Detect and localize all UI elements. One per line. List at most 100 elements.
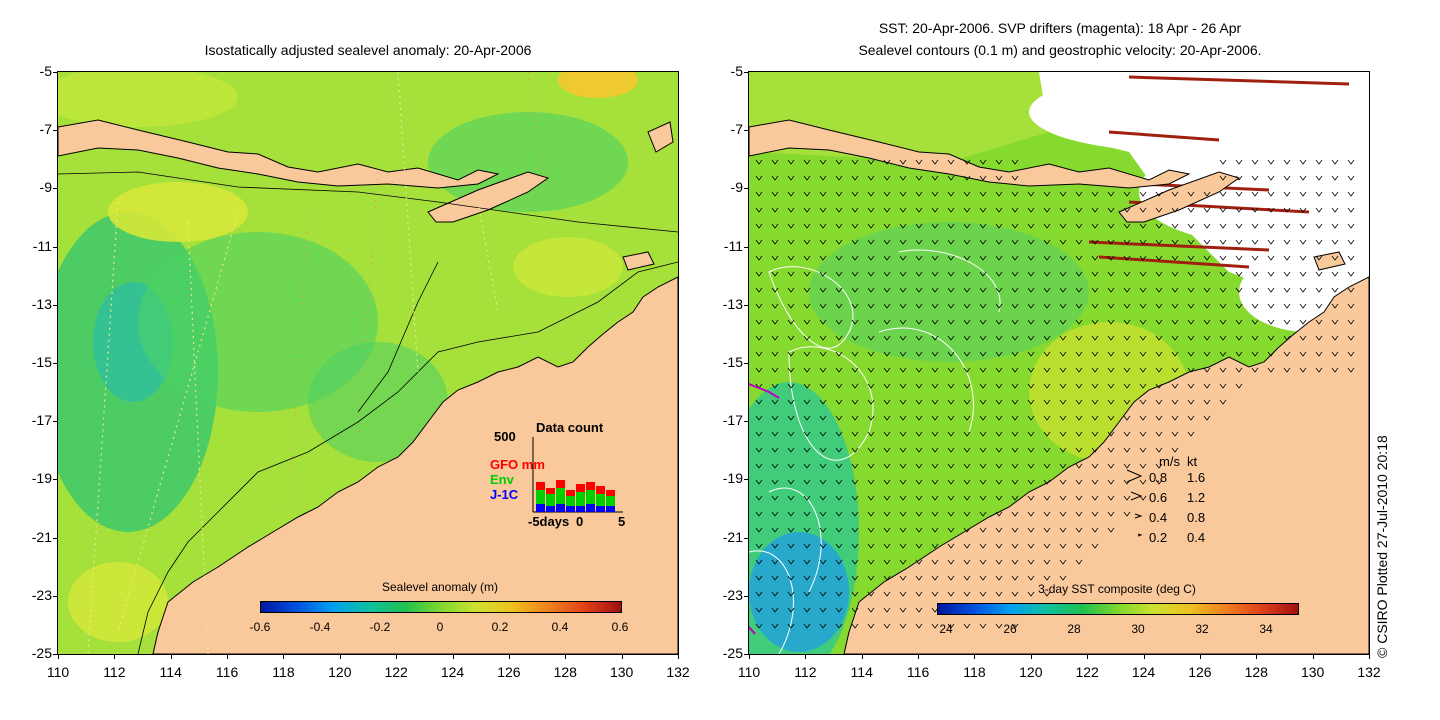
velocity-arrow [1059, 559, 1067, 565]
velocity-arrow [819, 367, 827, 373]
velocity-arrow [1219, 239, 1227, 245]
velocity-arrow [1331, 367, 1339, 373]
velocity-arrow [1059, 239, 1067, 245]
velocity-arrow [867, 527, 875, 533]
velocity-arrow [899, 415, 907, 421]
velocity-arrow [835, 303, 843, 309]
velocity-arrow [1107, 415, 1115, 421]
longitude-tick-mark [1030, 654, 1032, 659]
velocity-arrow [995, 591, 1003, 597]
velocity-arrow [1091, 207, 1099, 213]
longitude-tick-mark [227, 654, 229, 659]
ssh-colorbar [260, 601, 622, 613]
velocity-arrow [1011, 511, 1019, 517]
velocity-arrow [835, 527, 843, 533]
velocity-arrow [787, 607, 795, 613]
velocity-arrow [755, 399, 763, 405]
velocity-arrow [963, 159, 971, 165]
velocity-arrow [835, 463, 843, 469]
velocity-arrow [787, 303, 795, 309]
velocity-arrow [1091, 319, 1099, 325]
velocity-arrow [835, 607, 843, 613]
velocity-arrow [819, 463, 827, 469]
velocity-arrow [915, 271, 923, 277]
velocity-arrow [1251, 207, 1259, 213]
data-count-bar [536, 482, 545, 490]
velocity-arrow [947, 479, 955, 485]
velocity-arrow [979, 447, 987, 453]
data-count-bar [546, 488, 555, 494]
velocity-arrow [1331, 351, 1339, 357]
longitude-tick-label: 130 [609, 664, 634, 680]
velocity-arrow [883, 575, 891, 581]
velocity-arrow [803, 543, 811, 549]
velocity-arrow [931, 335, 939, 341]
velocity-arrow [1027, 511, 1035, 517]
data-count-bar [566, 496, 575, 506]
velocity-legend-ms: 0.2 [1149, 530, 1168, 545]
velocity-arrow [963, 447, 971, 453]
longitude-tick-label: 118 [272, 664, 295, 680]
longitude-tick-mark [861, 654, 863, 659]
australia-land [843, 276, 1369, 654]
velocity-arrow [1107, 447, 1115, 453]
velocity-arrow [979, 319, 987, 325]
velocity-arrow [803, 479, 811, 485]
velocity-arrow [1027, 191, 1035, 197]
velocity-arrow [1203, 399, 1211, 405]
right-map-title-line2: Sealevel contours (0.1 m) and geostrophi… [858, 42, 1262, 58]
velocity-arrow [1091, 463, 1099, 469]
velocity-arrow [1139, 447, 1147, 453]
velocity-arrow [963, 303, 971, 309]
latitude-tick-mark [744, 304, 749, 306]
velocity-arrow [1027, 591, 1035, 597]
velocity-arrow [1011, 559, 1019, 565]
sealevel-anomaly-field [58, 72, 678, 654]
velocity-arrow [1267, 303, 1275, 309]
velocity-arrow [755, 287, 763, 293]
velocity-arrow [947, 175, 955, 181]
velocity-arrow [979, 543, 987, 549]
velocity-arrow [1139, 399, 1147, 405]
velocity-arrow [979, 431, 987, 437]
velocity-arrow [1331, 159, 1339, 165]
velocity-arrow [803, 175, 811, 181]
velocity-arrow [1155, 351, 1163, 357]
velocity-arrow [835, 351, 843, 357]
velocity-arrow [883, 527, 891, 533]
velocity-arrow [947, 223, 955, 229]
velocity-legend-ms: 0.4 [1149, 510, 1168, 525]
velocity-arrow [1059, 383, 1067, 389]
velocity-arrow [1155, 431, 1163, 437]
colorbar-tick-label: 0.2 [491, 620, 509, 634]
velocity-arrow [931, 207, 939, 213]
velocity-arrow [979, 623, 987, 629]
velocity-arrow [803, 415, 811, 421]
velocity-arrow [803, 575, 811, 581]
velocity-arrow [915, 319, 923, 325]
velocity-arrow [1347, 319, 1355, 325]
velocity-arrow [755, 415, 763, 421]
velocity-arrow [771, 255, 779, 261]
velocity-arrow [755, 431, 763, 437]
velocity-arrow [1075, 223, 1083, 229]
velocity-arrow [915, 527, 923, 533]
velocity-arrow [899, 255, 907, 261]
data-count-bar [586, 490, 595, 504]
data-count-bar [586, 504, 595, 512]
velocity-arrow [1187, 191, 1195, 197]
data-count-bar [546, 494, 555, 506]
velocity-arrow [755, 367, 763, 373]
velocity-arrow [1219, 335, 1227, 341]
latitude-tick-label: -15 [722, 354, 743, 370]
velocity-arrow [787, 399, 795, 405]
longitude-tick-label: 116 [215, 664, 239, 680]
velocity-arrow [755, 575, 763, 581]
velocity-arrow [819, 607, 827, 613]
velocity-arrow [1235, 367, 1243, 373]
longitude-tick-mark [974, 654, 976, 659]
velocity-arrow [899, 607, 907, 613]
velocity-arrow [915, 607, 923, 613]
velocity-arrow [1011, 319, 1019, 325]
velocity-arrow [1075, 271, 1083, 277]
